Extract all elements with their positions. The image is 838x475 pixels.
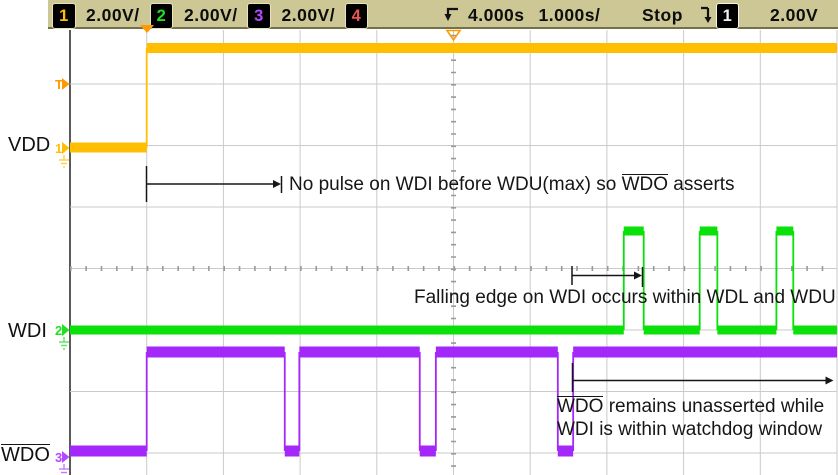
channel-1-level-marker: 1 — [55, 141, 70, 168]
trigger-level-readout: 2.00V — [770, 5, 819, 25]
ground-icon — [59, 337, 69, 350]
delay-readout: 4.000s — [468, 5, 525, 25]
ground-icon — [59, 464, 69, 474]
scope-status-bar — [48, 0, 838, 29]
svg-text:1: 1 — [55, 141, 62, 156]
channel-2-level-marker: 2 — [55, 323, 70, 350]
annotation-arrow-unasserted — [571, 363, 834, 392]
trigger-source-badge: 1 — [715, 2, 739, 29]
channel-3-scale: 2.00V/ — [281, 5, 336, 25]
timebase-readout: 1.000s/ — [538, 5, 601, 25]
annotation-arrow-wdo-asserts — [145, 166, 283, 202]
svg-text:2: 2 — [55, 323, 62, 338]
wdi-trace — [70, 226, 837, 335]
annotation-wdo-asserts: No pulse on WDI before WDU(max) so WDO a… — [289, 174, 735, 195]
annotation-arrow-falling-edge — [571, 266, 644, 287]
channel-2-scale: 2.00V/ — [184, 5, 238, 25]
wdo-trace — [70, 346, 837, 457]
channel-1-number: 1 — [59, 6, 69, 25]
vdd-signal-label: VDD — [8, 134, 51, 156]
svg-text:T: T — [55, 77, 63, 92]
wdi-signal-label: WDI — [8, 320, 47, 342]
ground-icon — [59, 155, 69, 168]
time-reference-icon — [444, 7, 458, 21]
acquisition-status: Stop — [642, 5, 683, 25]
channel-2-badge: 2 — [149, 2, 173, 29]
channel-4-badge: 4 — [344, 2, 368, 29]
channel-3-level-marker: 3 — [55, 450, 70, 474]
time-reference-marker — [140, 25, 154, 33]
channel-3-number: 3 — [254, 6, 264, 25]
trigger-source-number: 1 — [722, 6, 732, 25]
trigger-position-marker — [445, 29, 462, 42]
svg-text:3: 3 — [55, 450, 62, 465]
annotation-falling-edge-window: Falling edge on WDI occurs within WDL an… — [414, 287, 836, 308]
annotation-wdo-unasserted: WDO remains unasserted while WDI is withi… — [557, 396, 825, 440]
falling-edge-trigger-icon — [701, 6, 712, 23]
channel-3-badge: 3 — [247, 2, 271, 29]
channel-1-scale: 2.00V/ — [86, 5, 140, 25]
trigger-level-marker: T — [55, 77, 70, 92]
channel-2-number: 2 — [156, 6, 166, 25]
vdd-trace — [70, 43, 837, 153]
wdo-signal-label: WDO — [1, 444, 50, 466]
channel-4-number: 4 — [351, 6, 361, 25]
channel-1-badge: 1 — [52, 2, 76, 29]
